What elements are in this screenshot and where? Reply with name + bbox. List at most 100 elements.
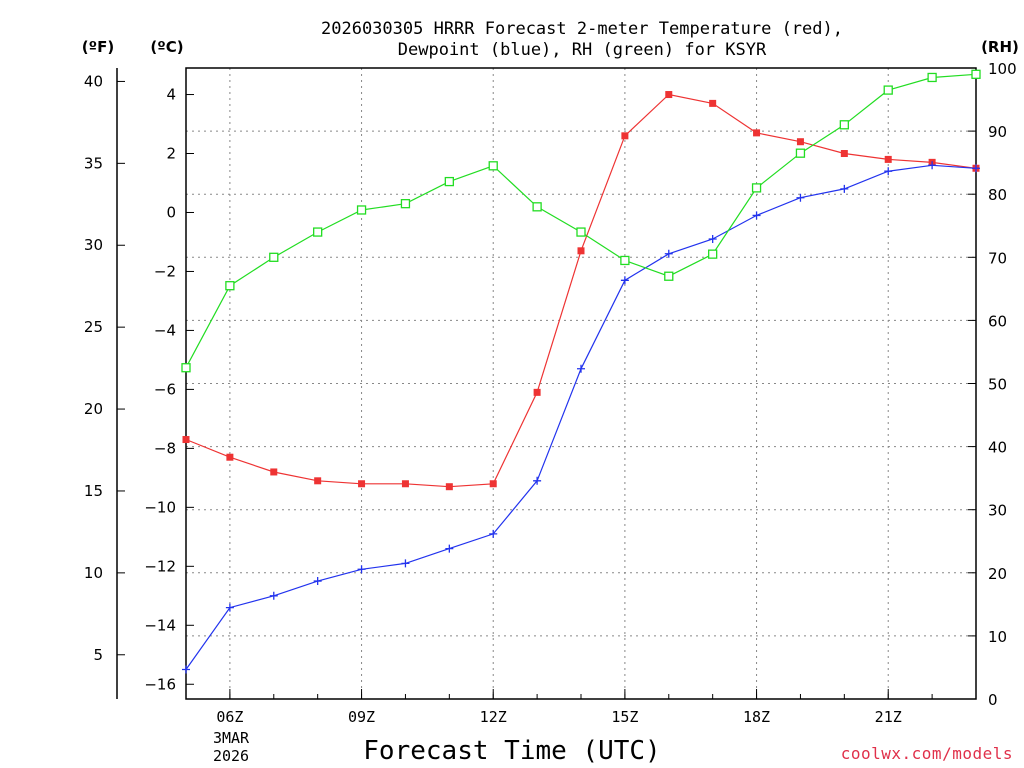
temperature-point	[489, 480, 497, 488]
celsius-tick-label: −6	[154, 380, 176, 398]
temperature-point	[226, 453, 234, 461]
celsius-unit-label: (ºC)	[150, 38, 183, 56]
celsius-tick-label: 0	[166, 203, 176, 221]
rh-point	[313, 227, 323, 237]
plot-frame	[185, 67, 977, 700]
x-tick-label: 15Z	[611, 708, 638, 726]
rh-tick-label: 60	[988, 312, 1007, 330]
temperature-point	[577, 247, 585, 255]
dewpoint-point	[928, 161, 937, 170]
rh-tick-label: 40	[988, 439, 1007, 457]
dewpoint-point	[972, 164, 980, 173]
fahrenheit-tick-label: 15	[84, 482, 103, 500]
fahrenheit-tick-label: 25	[84, 318, 103, 336]
series-dewpoint	[182, 161, 980, 674]
rh-unit-label: (RH)	[981, 38, 1019, 56]
rh-point	[532, 202, 542, 212]
celsius-tick-label: 4	[166, 86, 176, 104]
temperature-point	[270, 468, 278, 476]
rh-point	[444, 176, 454, 187]
temperature-point	[314, 477, 322, 485]
temperature-point	[621, 132, 629, 140]
celsius-tick-label: −8	[154, 439, 176, 457]
temperature-point	[401, 480, 409, 488]
rh-point	[488, 161, 498, 171]
rh-tick-label: 0	[988, 691, 998, 709]
dewpoint-point	[225, 603, 234, 612]
rh-tick-label: 50	[988, 376, 1007, 394]
dewpoint-point	[182, 665, 190, 674]
x-tick-label: 18Z	[743, 708, 770, 726]
rh-tick-label: 100	[988, 60, 1017, 78]
rh-tick-label: 90	[988, 123, 1007, 141]
temperature-point	[884, 155, 892, 163]
rh-point	[225, 281, 235, 291]
fahrenheit-tick-label: 20	[84, 400, 103, 418]
chart-title-line2: Dewpoint (blue), RH (green) for KSYR	[398, 40, 767, 60]
fahrenheit-tick-label: 5	[93, 646, 103, 664]
dewpoint-point	[796, 193, 805, 202]
rh-tick-label: 10	[988, 628, 1007, 646]
rh-point	[181, 363, 191, 373]
rh-point	[971, 69, 981, 79]
temperature-point	[358, 480, 366, 488]
chart-axes	[116, 67, 977, 700]
series-rh	[181, 69, 981, 373]
dewpoint-point	[620, 276, 629, 285]
rh-tick-label: 20	[988, 565, 1007, 583]
rh-tick-label: 30	[988, 502, 1007, 520]
chart-title-line1: 2026030305 HRRR Forecast 2-meter Tempera…	[321, 19, 843, 39]
rh-tick-label: 70	[988, 249, 1007, 267]
x-tick-label: 21Z	[875, 708, 902, 726]
temperature-line	[185, 93, 977, 488]
rh-point	[664, 271, 674, 281]
x-tick-label: 09Z	[348, 708, 375, 726]
rh-tick-label: 80	[988, 186, 1007, 204]
grid-lines	[186, 68, 976, 699]
temperature-point	[796, 138, 804, 146]
rh-point	[620, 255, 630, 266]
temperature-point	[840, 150, 848, 158]
rh-point	[708, 249, 718, 259]
rh-point	[269, 252, 279, 262]
dewpoint-point	[489, 529, 498, 538]
dewpoint-point	[577, 364, 585, 373]
dewpoint-point	[664, 249, 673, 258]
temperature-point	[665, 91, 673, 99]
celsius-tick-label: −2	[154, 262, 176, 280]
dewpoint-point	[401, 559, 410, 568]
celsius-tick-label: −10	[144, 498, 176, 516]
celsius-tick-label: −12	[144, 557, 176, 575]
temperature-point	[445, 483, 453, 491]
temperature-point	[533, 388, 541, 396]
rh-point	[751, 183, 762, 193]
dewpoint-point	[269, 591, 278, 600]
rh-point	[400, 199, 411, 209]
rh-point	[839, 120, 849, 130]
dewpoint-point	[708, 235, 717, 244]
fahrenheit-tick-label: 40	[84, 72, 103, 90]
dewpoint-point	[357, 565, 366, 574]
x-tick-label: 06Z	[216, 708, 243, 726]
rh-line	[185, 73, 977, 368]
dewpoint-line	[185, 164, 977, 670]
celsius-tick-label: −4	[154, 321, 176, 339]
fahrenheit-tick-label: 35	[84, 154, 103, 172]
celsius-tick-label: −16	[144, 675, 176, 693]
rh-point	[927, 72, 937, 83]
dewpoint-point	[840, 184, 849, 193]
fahrenheit-tick-label: 10	[84, 564, 103, 582]
temperature-point	[753, 129, 761, 137]
fahrenheit-unit-label: (ºF)	[82, 38, 114, 56]
dewpoint-point	[313, 577, 322, 586]
date-label-day: 3MAR	[213, 729, 250, 747]
celsius-tick-label: 2	[166, 145, 176, 163]
source-credit: coolwx.com/models	[841, 744, 1013, 763]
series-temperature	[182, 91, 980, 491]
rh-point	[356, 205, 367, 215]
rh-point	[883, 85, 893, 95]
tick-labels: 420−2−4−6−8−10−12−14−1640353025201510510…	[84, 60, 1017, 726]
dewpoint-point	[884, 167, 893, 176]
rh-point	[795, 148, 806, 158]
